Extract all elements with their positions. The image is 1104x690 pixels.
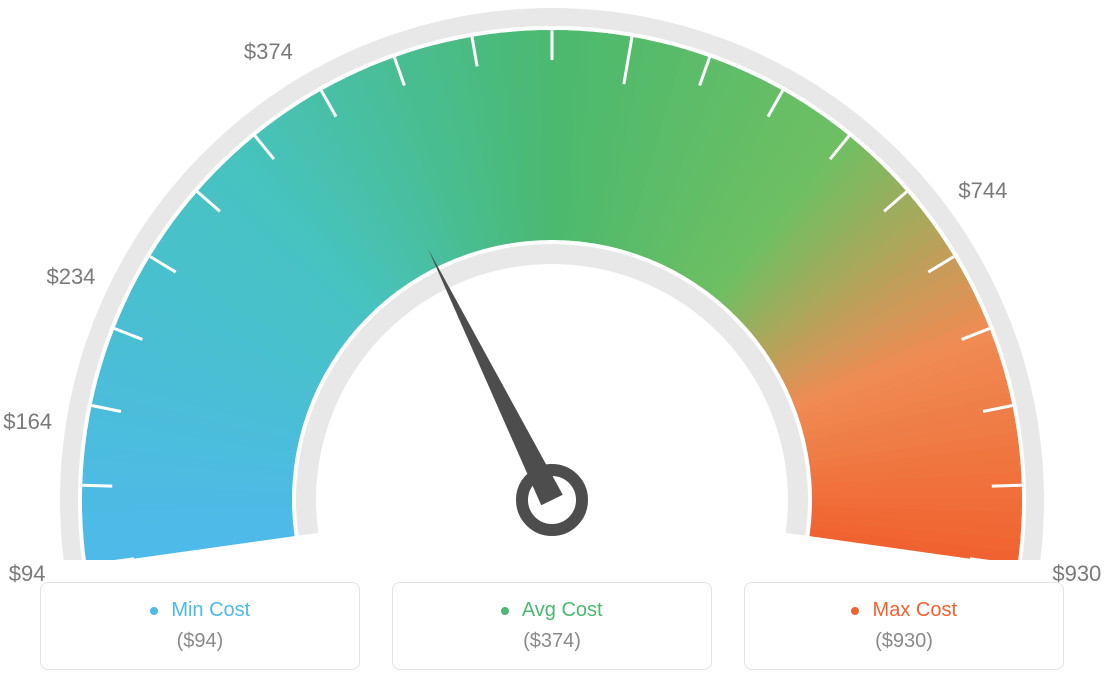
legend-avg-box: Avg Cost ($374)	[392, 582, 712, 670]
gauge-tick-label: $234	[46, 264, 95, 290]
legend-max-title: Max Cost	[745, 599, 1063, 622]
gauge-svg	[0, 0, 1104, 560]
legend-avg-dot	[501, 607, 509, 615]
legend-min-value: ($94)	[41, 630, 359, 653]
legend-avg-value: ($374)	[393, 630, 711, 653]
legend-max-value: ($930)	[745, 630, 1063, 653]
legend-max-label: Max Cost	[873, 599, 957, 621]
legend-min-box: Min Cost ($94)	[40, 582, 360, 670]
gauge-needle	[428, 249, 582, 530]
gauge-tick-label: $374	[244, 39, 293, 65]
legend-avg-title: Avg Cost	[393, 599, 711, 622]
legend-max-box: Max Cost ($930)	[744, 582, 1064, 670]
legend-max-dot	[851, 607, 859, 615]
legend-min-dot	[150, 607, 158, 615]
gauge-tick-label: $164	[3, 409, 52, 435]
legend-min-title: Min Cost	[41, 599, 359, 622]
gauge-tick-label: $744	[958, 178, 1007, 204]
legend-min-label: Min Cost	[171, 599, 250, 621]
legend-avg-label: Avg Cost	[522, 599, 603, 621]
cost-gauge: $94$164$234$374$559$744$930	[0, 0, 1104, 560]
legend-row: Min Cost ($94) Avg Cost ($374) Max Cost …	[0, 582, 1104, 670]
